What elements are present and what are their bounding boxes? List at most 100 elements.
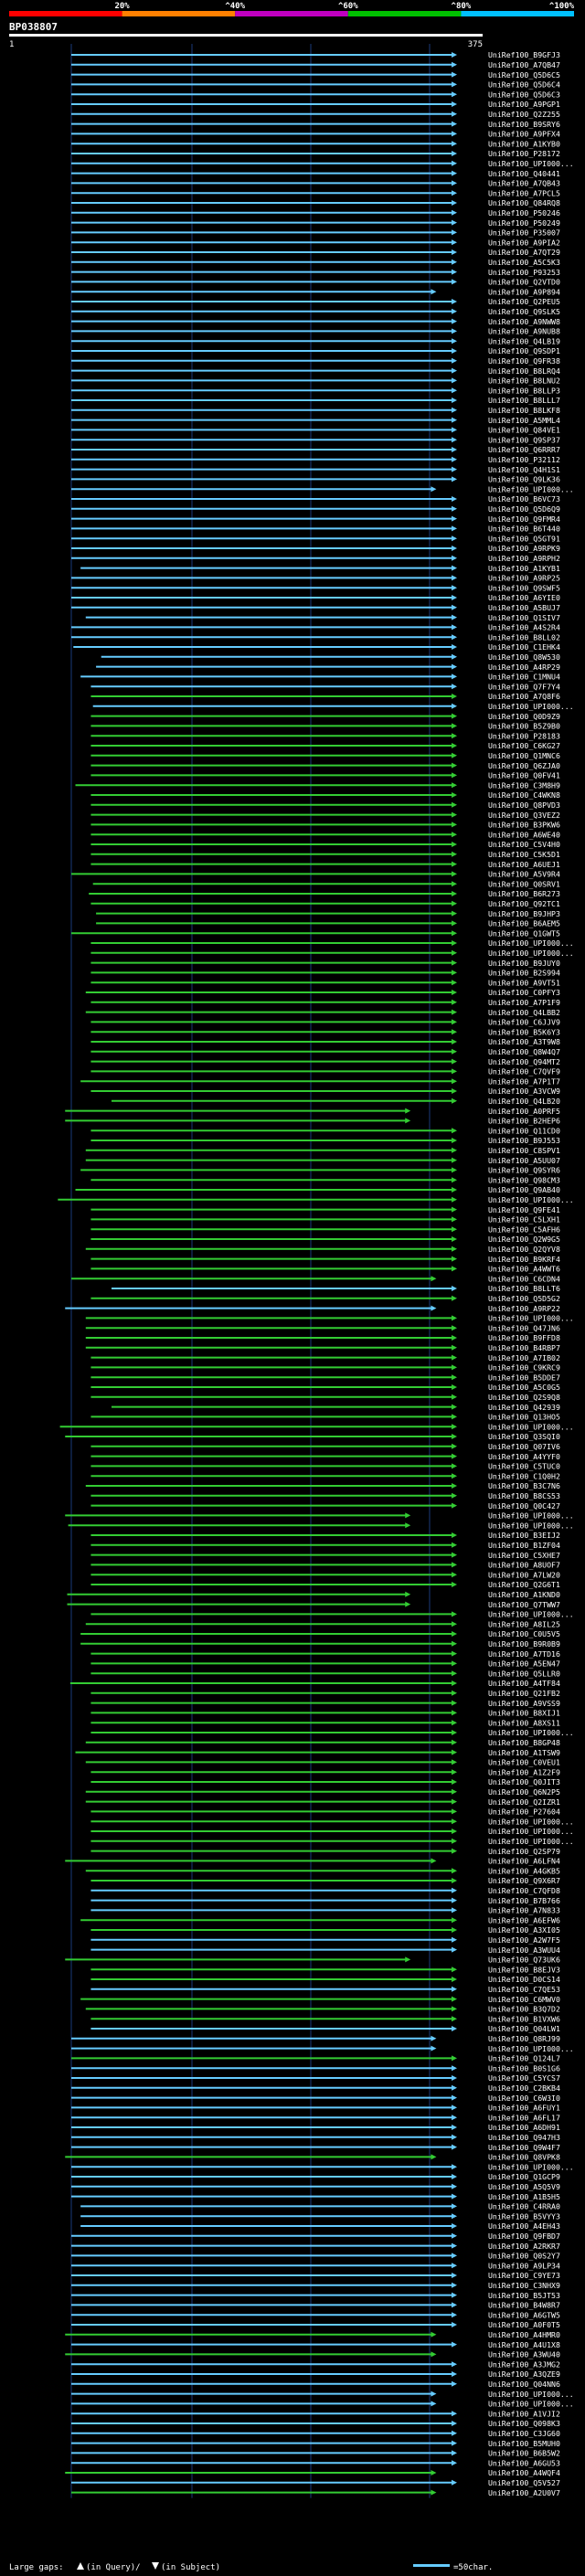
hit-label[interactable]: UniRef100_C2BKB4 xyxy=(488,2083,560,2093)
hit-label[interactable]: UniRef100_A5BUJ7 xyxy=(488,603,560,612)
hit-label[interactable]: UniRef100_B6VC73 xyxy=(488,494,560,504)
hit-label[interactable]: UniRef100_Q9FMR4 xyxy=(488,514,560,524)
hit-label[interactable]: UniRef100_Q92TC1 xyxy=(488,899,560,908)
hit-label[interactable]: UniRef100_A3QZE9 xyxy=(488,2369,560,2379)
hit-label[interactable]: UniRef100_B8XIJ1 xyxy=(488,1709,560,1718)
hit-label[interactable]: UniRef100_A9RPK9 xyxy=(488,544,560,553)
hit-label[interactable]: UniRef100_Q6RRR7 xyxy=(488,445,560,454)
hit-label[interactable]: UniRef100_A6FUY1 xyxy=(488,2104,560,2113)
hit-label[interactable]: UniRef100_A9RP25 xyxy=(488,574,560,583)
hit-label[interactable]: UniRef100_B2HEP6 xyxy=(488,1117,560,1126)
hit-label[interactable]: UniRef100_Q2IZR1 xyxy=(488,1797,560,1807)
hit-label[interactable]: UniRef100_C1EHK4 xyxy=(488,642,560,652)
hit-label[interactable]: UniRef100_A5EN47 xyxy=(488,1659,560,1669)
hit-label[interactable]: UniRef100_UPI000... xyxy=(488,484,574,493)
hit-label[interactable]: UniRef100_A7P1T7 xyxy=(488,1076,560,1086)
hit-label[interactable]: UniRef100_Q8RJ99 xyxy=(488,2034,560,2043)
hit-label[interactable]: UniRef100_A6GU53 xyxy=(488,2458,560,2467)
hit-label[interactable]: UniRef100_C6CDN4 xyxy=(488,1274,560,1283)
hit-label[interactable]: UniRef100_UPI000... xyxy=(488,2044,574,2053)
hit-label[interactable]: UniRef100_B2S994 xyxy=(488,969,560,978)
hit-label[interactable]: UniRef100_Q6N2P5 xyxy=(488,1787,560,1797)
hit-label[interactable]: UniRef100_A6UEJ1 xyxy=(488,860,560,869)
hit-label[interactable]: UniRef100_B8LLP3 xyxy=(488,386,560,395)
hit-label[interactable]: UniRef100_A7IB02 xyxy=(488,1353,560,1362)
hit-label[interactable]: UniRef100_Q8VPK8 xyxy=(488,2153,560,2162)
hit-label[interactable]: UniRef100_B8LNU2 xyxy=(488,376,560,386)
hit-label[interactable]: UniRef100_A7TD16 xyxy=(488,1649,560,1659)
hit-label[interactable]: UniRef100_A4WQF4 xyxy=(488,2468,560,2477)
hit-label[interactable]: UniRef100_UPI000... xyxy=(488,1728,574,1737)
hit-label[interactable]: UniRef100_Q1MNC6 xyxy=(488,751,560,760)
hit-label[interactable]: UniRef100_UPI000... xyxy=(488,2400,574,2409)
hit-label[interactable]: UniRef100_UPI000... xyxy=(488,949,574,958)
hit-label[interactable]: UniRef100_Q4LB20 xyxy=(488,1097,560,1106)
hit-label[interactable]: UniRef100_A5C0G5 xyxy=(488,1383,560,1392)
hit-label[interactable]: UniRef100_Q9SP37 xyxy=(488,435,560,444)
hit-label[interactable]: UniRef100_Q0FV41 xyxy=(488,771,560,780)
hit-label[interactable]: UniRef100_A4S2R4 xyxy=(488,623,560,632)
hit-label[interactable]: UniRef100_Q1SIV7 xyxy=(488,613,560,622)
hit-label[interactable]: UniRef100_Q84VE1 xyxy=(488,426,560,435)
hit-label[interactable]: UniRef100_C5K5D1 xyxy=(488,850,560,859)
hit-label[interactable]: UniRef100_A1VJI2 xyxy=(488,2409,560,2418)
hit-label[interactable]: UniRef100_Q2PEU5 xyxy=(488,297,560,306)
hit-label[interactable]: UniRef100_P50246 xyxy=(488,208,560,217)
hit-label[interactable]: UniRef100_C5XHE7 xyxy=(488,1551,560,1560)
hit-label[interactable]: UniRef100_Q9SDP1 xyxy=(488,346,560,355)
hit-label[interactable]: UniRef100_A2U0V7 xyxy=(488,2488,560,2497)
hit-label[interactable]: UniRef100_A9LP34 xyxy=(488,2261,560,2270)
hit-label[interactable]: UniRef100_A5C5K3 xyxy=(488,258,560,267)
hit-label[interactable]: UniRef100_Q5D5G2 xyxy=(488,1294,560,1303)
hit-label[interactable]: UniRef100_Q2VTD0 xyxy=(488,278,560,287)
hit-label[interactable]: UniRef100_C3M8H9 xyxy=(488,780,560,790)
hit-label[interactable]: UniRef100_Q9X6R7 xyxy=(488,1876,560,1885)
hit-label[interactable]: UniRef100_Q04LW1 xyxy=(488,2024,560,2033)
hit-label[interactable]: UniRef100_P27604 xyxy=(488,1807,560,1817)
hit-label[interactable]: UniRef100_B8EJV3 xyxy=(488,1965,560,1974)
hit-label[interactable]: UniRef100_Q5D6Q9 xyxy=(488,504,560,514)
hit-label[interactable]: UniRef100_A9NUB8 xyxy=(488,327,560,336)
hit-label[interactable]: UniRef100_A0PRF5 xyxy=(488,1107,560,1116)
hit-label[interactable]: UniRef100_A2W7F5 xyxy=(488,1935,560,1945)
hit-label[interactable]: UniRef100_Q3SQI0 xyxy=(488,1432,560,1441)
hit-label[interactable]: UniRef100_B1VXW6 xyxy=(488,2014,560,2023)
hit-label[interactable]: UniRef100_C7QVF9 xyxy=(488,1067,560,1076)
hit-label[interactable]: UniRef100_B3C7N6 xyxy=(488,1481,560,1490)
hit-label[interactable]: UniRef100_A5UU07 xyxy=(488,1156,560,1165)
hit-label[interactable]: UniRef100_Q4LBB2 xyxy=(488,1008,560,1017)
hit-label[interactable]: UniRef100_Q9FE41 xyxy=(488,1205,560,1214)
hit-label[interactable]: UniRef100_A7P1F9 xyxy=(488,998,560,1007)
hit-label[interactable]: UniRef100_UPI000... xyxy=(488,1837,574,1846)
hit-label[interactable]: UniRef100_B5VYY3 xyxy=(488,2211,560,2221)
hit-label[interactable]: UniRef100_C5LXH1 xyxy=(488,1215,560,1224)
hit-label[interactable]: UniRef100_Q8W4Q7 xyxy=(488,1047,560,1056)
hit-label[interactable]: UniRef100_A1Z2F9 xyxy=(488,1767,560,1776)
hit-label[interactable]: UniRef100_A4GKB5 xyxy=(488,1866,560,1875)
hit-label[interactable]: UniRef100_A7PCL5 xyxy=(488,188,560,197)
hit-label[interactable]: UniRef100_P93253 xyxy=(488,268,560,277)
hit-label[interactable]: UniRef100_Q3VEZ2 xyxy=(488,811,560,820)
hit-label[interactable]: UniRef100_Q8W530 xyxy=(488,652,560,662)
hit-label[interactable]: UniRef100_A1KND0 xyxy=(488,1590,560,1599)
hit-label[interactable]: UniRef100_Q42939 xyxy=(488,1403,560,1412)
hit-label[interactable]: UniRef100_UPI000... xyxy=(488,2162,574,2171)
hit-label[interactable]: UniRef100_Q40441 xyxy=(488,169,560,178)
hit-label[interactable]: UniRef100_Q9SWF5 xyxy=(488,583,560,592)
hit-label[interactable]: UniRef100_C1Q0H2 xyxy=(488,1471,560,1480)
hit-label[interactable]: UniRef100_Q0D9Z9 xyxy=(488,712,560,721)
hit-label[interactable]: UniRef100_Q7F7Y4 xyxy=(488,682,560,691)
hit-label[interactable]: UniRef100_C0U5V5 xyxy=(488,1629,560,1638)
hit-label[interactable]: UniRef100_B8CS53 xyxy=(488,1491,560,1500)
hit-label[interactable]: UniRef100_B1ZF04 xyxy=(488,1541,560,1550)
hit-label[interactable]: UniRef100_C6W3I0 xyxy=(488,2094,560,2103)
hit-label[interactable]: UniRef100_UPI000... xyxy=(488,1827,574,1836)
hit-label[interactable]: UniRef100_C6KG27 xyxy=(488,741,560,750)
hit-label[interactable]: UniRef100_B5DDE7 xyxy=(488,1373,560,1382)
hit-label[interactable]: UniRef100_UPI000... xyxy=(488,1422,574,1431)
hit-label[interactable]: UniRef100_B9JUY0 xyxy=(488,959,560,968)
hit-label[interactable]: UniRef100_C4RRA0 xyxy=(488,2202,560,2211)
hit-label[interactable]: UniRef100_A6YIE0 xyxy=(488,593,560,602)
hit-label[interactable]: UniRef100_B5JT53 xyxy=(488,2291,560,2300)
hit-label[interactable]: UniRef100_B8LL02 xyxy=(488,632,560,641)
